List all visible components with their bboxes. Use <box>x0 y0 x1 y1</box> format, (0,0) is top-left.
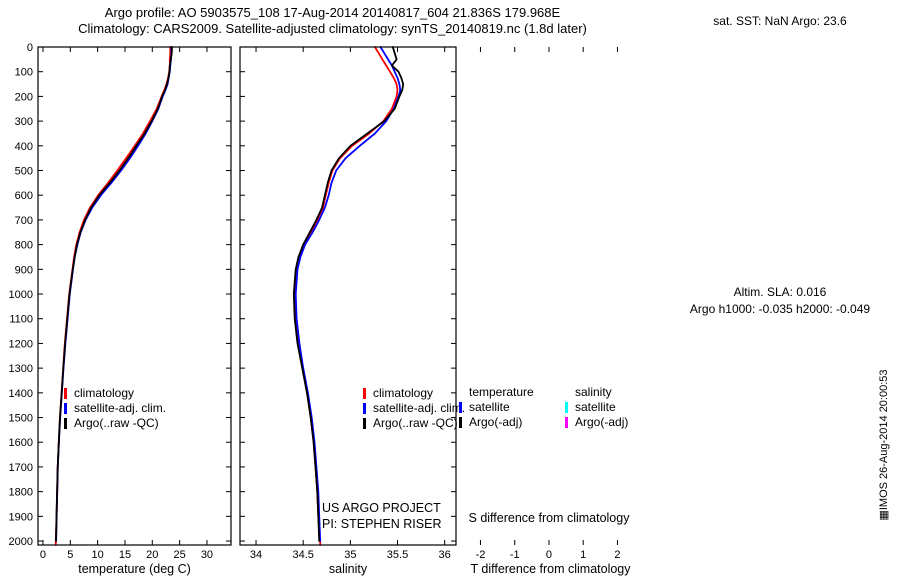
x-tick-label: 35 <box>344 549 356 561</box>
satellite-clim-swatch <box>363 403 366 414</box>
legend-label: Argo(..raw -QC) <box>373 416 458 430</box>
temperature-profile-curve-argo-raw-qc- <box>55 46 173 542</box>
legend-label: Argo(..raw -QC) <box>74 416 159 430</box>
salinity-profile-panel: 34 34.5 35 35.5 36 <box>239 46 457 561</box>
x-tick-label: 2 <box>614 549 620 561</box>
depth-tick-label: 600 <box>15 190 33 202</box>
legend-item-satellite-clim: satellite-adj. clim. <box>363 401 465 416</box>
figure-title-line1: Argo profile: AO 5903575_108 17-Aug-2014… <box>104 5 561 20</box>
argo-swatch <box>363 418 366 429</box>
difference-profile-panel: -2 -1 0 1 2 <box>476 47 621 561</box>
x-tick-label: 20 <box>146 549 158 561</box>
legend-item-satellite-clim: satellite-adj. clim. <box>64 401 166 416</box>
t-argo-swatch <box>459 417 462 428</box>
salinity-legend: climatology satellite-adj. clim. Argo(..… <box>363 386 465 431</box>
depth-tick-label: 1900 <box>9 511 33 523</box>
x-tick-label: 0 <box>546 549 552 561</box>
depth-tick-label: 0 <box>27 42 33 54</box>
depth-tick-label: 700 <box>15 215 33 227</box>
legend-label: satellite <box>575 400 616 414</box>
legend-item-s-satellite: satellite <box>565 400 628 415</box>
temperature-legend: climatology satellite-adj. clim. Argo(..… <box>64 386 166 431</box>
depth-tick-label: 1000 <box>9 289 33 301</box>
salinity-profile-curve-argo-raw-qc- <box>292 46 405 542</box>
depth-tick-label: 800 <box>15 240 33 252</box>
legend-item-t-argo: Argo(-adj) <box>459 415 534 430</box>
x-tick-label: 0 <box>40 549 46 561</box>
depth-tick-label: 400 <box>15 141 33 153</box>
legend-header-temperature: temperature <box>469 385 534 399</box>
legend-label: climatology <box>373 386 434 400</box>
sla-map-title-line1: Altim. SLA: 0.016 <box>733 285 827 299</box>
difference-legend-temperature: temperature satellite Argo(-adj) <box>459 385 534 430</box>
sst-map-title: sat. SST: NaN Argo: 23.6 <box>713 14 847 28</box>
depth-tick-label: 1500 <box>9 413 33 425</box>
s-argo-swatch <box>565 417 568 428</box>
legend-label: satellite <box>469 400 510 414</box>
legend-item-s-argo: Argo(-adj) <box>565 415 628 430</box>
salinity-profile-curve-satellite-adj-clim- <box>294 46 402 542</box>
depth-tick-label: 300 <box>15 116 33 128</box>
legend-label: satellite-adj. clim. <box>373 401 466 415</box>
depth-tick-label: 200 <box>15 91 33 103</box>
x-tick-label: 30 <box>201 549 213 561</box>
legend-item-argo: Argo(..raw -QC) <box>64 416 166 431</box>
depth-tick-label: 1400 <box>9 388 33 400</box>
legend-item-climatology: climatology <box>64 386 166 401</box>
satellite-clim-swatch <box>64 403 67 414</box>
sla-map-title-line2: Argo h1000: -0.035 h2000: -0.049 <box>689 302 871 316</box>
x-tick-label: 35.5 <box>387 549 408 561</box>
difference-legend-salinity: salinity satellite Argo(-adj) <box>565 385 628 430</box>
depth-tick-label: 500 <box>15 166 33 178</box>
temperature-profile-curve-satellite-adj-clim- <box>55 46 173 542</box>
t-difference-axis-label: T difference from climatology <box>470 562 631 576</box>
depth-tick-label: 2000 <box>9 536 33 548</box>
legend-item-climatology: climatology <box>363 386 465 401</box>
depth-tick-label: 1300 <box>9 363 33 375</box>
temperature-profile-frame <box>37 46 232 546</box>
s-difference-axis-label: S difference from climatology <box>468 511 630 525</box>
t-satellite-swatch <box>459 402 462 413</box>
depth-tick-label: 1600 <box>9 437 33 449</box>
x-tick-label: 1 <box>580 549 586 561</box>
legend-label: Argo(-adj) <box>469 415 523 429</box>
depth-tick-label: 100 <box>15 67 33 79</box>
temperature-axis-label: temperature (deg C) <box>78 562 191 576</box>
imos-timestamp-watermark: ▦IMOS 26-Aug-2014 20:00:53 <box>878 369 890 521</box>
argo-swatch <box>64 418 67 429</box>
temperature-profile-curve-climatology <box>54 46 172 546</box>
x-tick-label: 10 <box>92 549 104 561</box>
figure-title-line2: Climatology: CARS2009. Satellite-adjuste… <box>78 21 587 36</box>
project-note: US ARGO PROJECT PI: STEPHEN RISER <box>322 500 441 532</box>
depth-tick-label: 900 <box>15 264 33 276</box>
temperature-profile-panel: 0 5 10 15 20 25 300100200300400500600700800900… <box>9 42 232 561</box>
x-tick-label: 15 <box>119 549 131 561</box>
legend-label: climatology <box>74 386 135 400</box>
x-tick-label: 5 <box>67 549 73 561</box>
legend-label: Argo(-adj) <box>575 415 629 429</box>
depth-tick-label: 1100 <box>9 314 33 326</box>
legend-header-salinity: salinity <box>575 385 612 399</box>
depth-tick-label: 1200 <box>9 338 33 350</box>
x-tick-label: -2 <box>476 549 486 561</box>
x-tick-label: 36 <box>439 549 451 561</box>
legend-label: satellite-adj. clim. <box>74 401 167 415</box>
s-satellite-swatch <box>565 402 568 413</box>
project-note-line1: US ARGO PROJECT <box>322 501 441 515</box>
x-tick-label: 25 <box>173 549 185 561</box>
salinity-profile-frame <box>239 46 457 546</box>
depth-tick-label: 1700 <box>9 462 33 474</box>
salinity-axis-label: salinity <box>328 562 368 576</box>
x-tick-label: 34 <box>250 549 262 561</box>
climatology-swatch <box>64 388 67 399</box>
climatology-swatch <box>363 388 366 399</box>
x-tick-label: -1 <box>510 549 520 561</box>
depth-tick-label: 1800 <box>9 487 33 499</box>
legend-item-t-satellite: satellite <box>459 400 534 415</box>
x-tick-label: 34.5 <box>292 549 313 561</box>
project-note-line2: PI: STEPHEN RISER <box>322 517 442 531</box>
legend-item-argo: Argo(..raw -QC) <box>363 416 465 431</box>
